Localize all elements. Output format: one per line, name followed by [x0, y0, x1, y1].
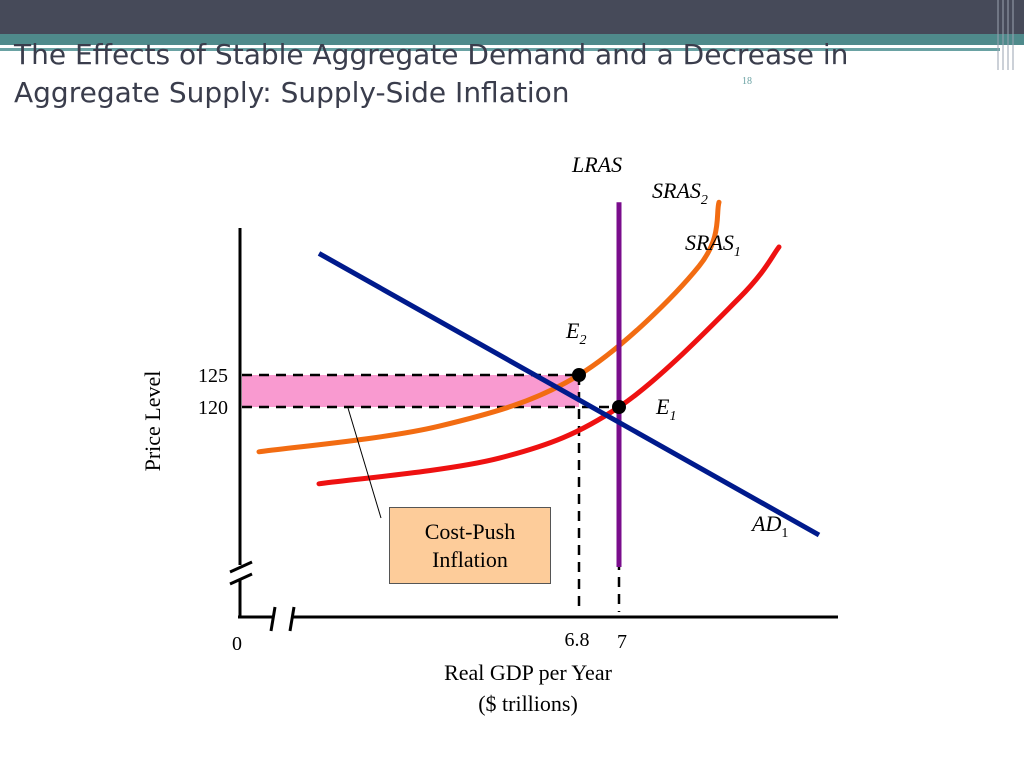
x-tick-label-7: 7 — [617, 631, 627, 653]
y-axis-break-mark-1 — [229, 560, 253, 574]
x-axis-title-line1: Real GDP per Year — [444, 660, 612, 685]
slide-number: 18 — [742, 76, 752, 87]
ad-line — [317, 251, 821, 538]
header-bar — [0, 0, 1024, 34]
callout-leader-line — [347, 407, 382, 519]
equilibrium-point-e1 — [612, 400, 626, 414]
slide-title-line2: Aggregate Supply: Supply-Side Inflation — [14, 76, 570, 109]
y-axis-break-mark-2 — [229, 572, 253, 586]
e2-label: E2 — [565, 318, 586, 348]
header-accent-line — [0, 48, 1000, 51]
sras1-curve — [316, 244, 782, 487]
y-axis-title: Price Level — [140, 371, 165, 472]
e1-label: E1 — [655, 394, 676, 424]
x-axis-break-mark-1 — [269, 606, 277, 632]
slide-title: The Effects of Stable Aggregate Demand a… — [14, 36, 934, 112]
equilibrium-point-e2 — [572, 368, 586, 382]
y-tick-label-120: 120 — [198, 397, 228, 419]
sras2-label: SRAS2 — [652, 178, 708, 208]
x-axis-break-mark-2 — [288, 606, 296, 632]
y-tick-label-125: 125 — [198, 365, 228, 387]
x-tick-label-6-8: 6.8 — [565, 629, 590, 651]
ad-label: AD1 — [750, 511, 788, 541]
callout-line2: Inflation — [432, 546, 508, 572]
header-accent-band — [0, 34, 1024, 45]
sras1-label: SRAS1 — [685, 230, 741, 260]
origin-label: 0 — [232, 633, 242, 655]
cost-push-inflation-callout: Cost-Push Inflation — [389, 507, 551, 584]
callout-line1: Cost-Push — [424, 518, 516, 544]
x-axis-title-line2: ($ trillions) — [478, 691, 578, 716]
sras2-curve — [256, 199, 722, 455]
lras-label: LRAS — [571, 152, 622, 177]
corner-decoration — [997, 0, 1014, 70]
slide-title-line1: The Effects of Stable Aggregate Demand a… — [14, 38, 849, 71]
